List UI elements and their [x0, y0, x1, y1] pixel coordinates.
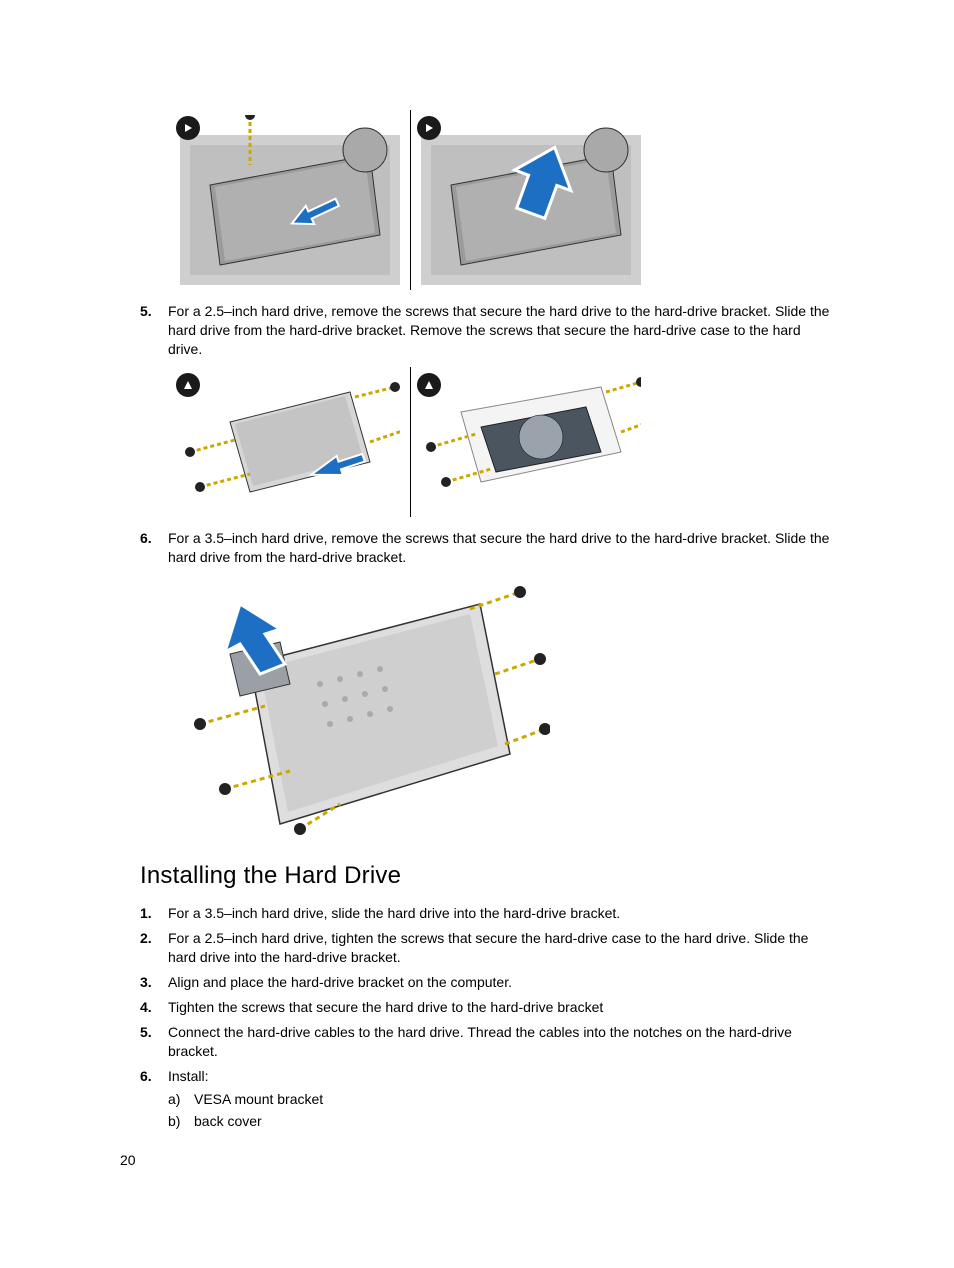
install-steps-list: 1. For a 3.5–inch hard drive, slide the … — [140, 904, 834, 1135]
install-step-5: 5. Connect the hard-drive cables to the … — [140, 1023, 834, 1061]
step-text: Connect the hard-drive cables to the har… — [168, 1023, 834, 1061]
step-list-a1: 5. For a 2.5–inch hard drive, remove the… — [140, 302, 834, 359]
sublist-text: back cover — [194, 1112, 262, 1131]
figure-2-panel-b — [411, 367, 651, 517]
step-number: 2. — [140, 929, 168, 967]
step-number: 6. — [140, 1067, 168, 1136]
sublist-marker: b) — [168, 1112, 194, 1131]
step-number: 5. — [140, 1023, 168, 1061]
step-5: 5. For a 2.5–inch hard drive, remove the… — [140, 302, 834, 359]
step-text: Align and place the hard-drive bracket o… — [168, 973, 834, 992]
figure-2-panel-a — [170, 367, 410, 517]
drive-case-illustration — [421, 372, 641, 512]
step-marker-2-icon — [417, 116, 441, 140]
figure-1 — [170, 110, 834, 290]
section-heading: Installing the Hard Drive — [140, 862, 834, 890]
install-step-1: 1. For a 3.5–inch hard drive, slide the … — [140, 904, 834, 923]
step-number: 1. — [140, 904, 168, 923]
sublist-item-a: a) VESA mount bracket — [168, 1090, 834, 1109]
figure-2 — [170, 367, 834, 517]
document-page: 5. For a 2.5–inch hard drive, remove the… — [0, 0, 954, 1268]
bracket-35-illustration — [170, 574, 550, 844]
page-number: 20 — [120, 1152, 136, 1168]
step-list-a2: 6. For a 3.5–inch hard drive, remove the… — [140, 529, 834, 567]
step-marker-a-icon — [176, 373, 200, 397]
install-sublist: a) VESA mount bracket b) back cover — [168, 1090, 834, 1132]
step-text: For a 3.5–inch hard drive, remove the sc… — [168, 529, 834, 567]
step-text: Tighten the screws that secure the hard … — [168, 998, 834, 1017]
step-number: 3. — [140, 973, 168, 992]
bracket-screws-illustration — [180, 372, 400, 512]
step-text: For a 2.5–inch hard drive, tighten the s… — [168, 929, 834, 967]
step-text-inner: Install: — [168, 1068, 208, 1084]
figure-3 — [170, 574, 834, 844]
figure-1-panel-1 — [170, 110, 410, 290]
install-step-3: 3. Align and place the hard-drive bracke… — [140, 973, 834, 992]
figure-3-panel — [170, 574, 550, 844]
figure-1-panel-2 — [411, 110, 651, 290]
step-marker-1-icon — [176, 116, 200, 140]
install-step-2: 2. For a 2.5–inch hard drive, tighten th… — [140, 929, 834, 967]
sublist-item-b: b) back cover — [168, 1112, 834, 1131]
sublist-text: VESA mount bracket — [194, 1090, 323, 1109]
step-number: 4. — [140, 998, 168, 1017]
step-text: Install: a) VESA mount bracket b) back c… — [168, 1067, 834, 1136]
step-text: For a 3.5–inch hard drive, slide the har… — [168, 904, 834, 923]
step-marker-b-icon — [417, 373, 441, 397]
step-number: 5. — [140, 302, 168, 359]
install-step-6: 6. Install: a) VESA mount bracket b) bac… — [140, 1067, 834, 1136]
step-number: 6. — [140, 529, 168, 567]
step-text: For a 2.5–inch hard drive, remove the sc… — [168, 302, 834, 359]
hard-drive-lift-illustration — [421, 115, 641, 285]
install-step-4: 4. Tighten the screws that secure the ha… — [140, 998, 834, 1017]
hard-drive-in-chassis-illustration — [180, 115, 400, 285]
step-6: 6. For a 3.5–inch hard drive, remove the… — [140, 529, 834, 567]
sublist-marker: a) — [168, 1090, 194, 1109]
